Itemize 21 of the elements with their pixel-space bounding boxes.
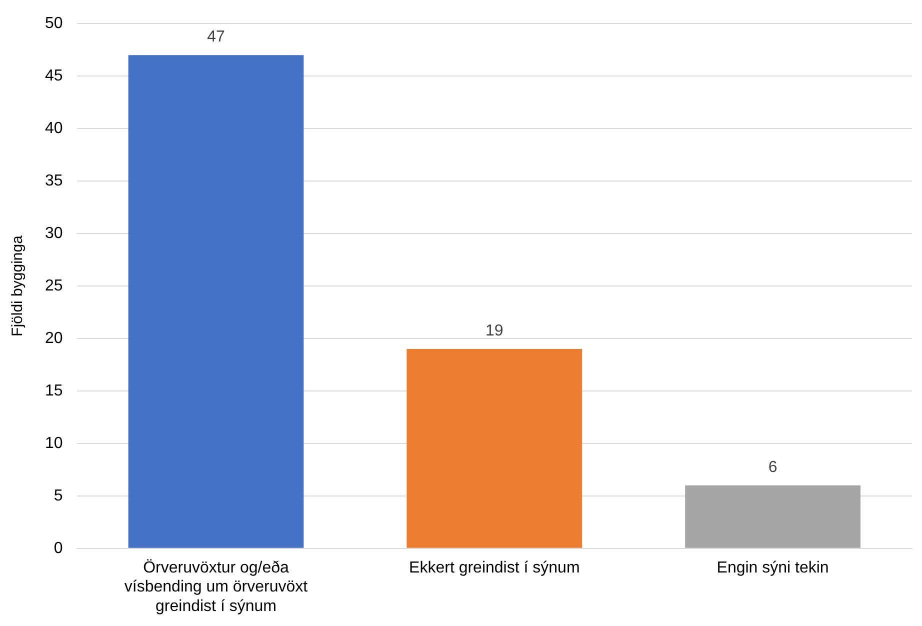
y-tick-label: 40 (45, 120, 63, 137)
data-label: 6 (768, 458, 778, 476)
bar (128, 55, 304, 548)
y-tick-label: 5 (54, 487, 63, 504)
data-label: 47 (207, 28, 225, 46)
x-tick-label: Engin sýni tekin (716, 559, 829, 576)
data-label: 19 (486, 322, 504, 340)
x-tick-label: Ekkert greindist í sýnum (409, 559, 580, 576)
y-axis-title: Fjöldi bygginga (9, 234, 26, 336)
y-tick-label: 10 (45, 434, 63, 452)
bar (406, 348, 582, 548)
x-tick-label: Örveruvöxtur og/eða vísbending um örveruvöxt greindist í sýnum (124, 558, 308, 615)
y-tick-label: 0 (54, 540, 63, 557)
y-tick-label: 20 (45, 330, 63, 347)
y-tick-label: 15 (45, 382, 63, 400)
y-tick-label: 35 (45, 172, 63, 190)
bar (685, 485, 860, 548)
y-tick-label: 45 (45, 67, 63, 84)
y-tick-label: 50 (45, 15, 63, 32)
y-tick-label: 30 (45, 224, 63, 242)
y-tick-label: 25 (45, 277, 63, 294)
